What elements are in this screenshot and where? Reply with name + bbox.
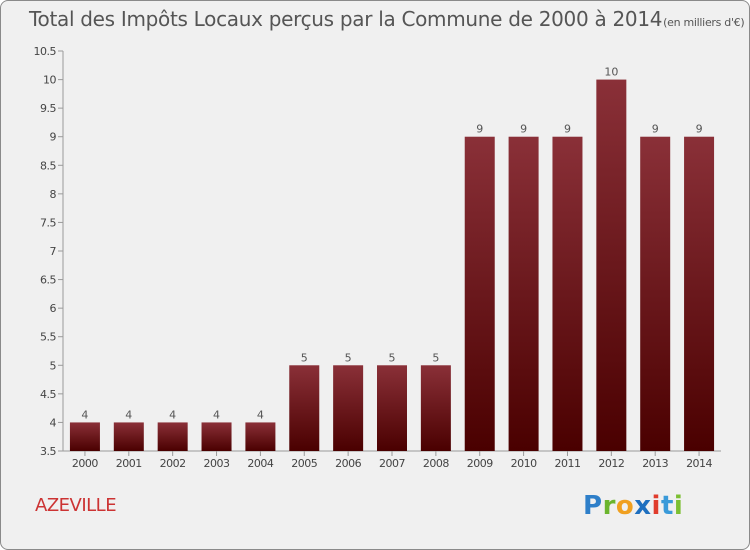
bar: [201, 422, 232, 451]
x-tick-label: 2013: [642, 457, 668, 470]
data-label: 5: [345, 351, 352, 364]
logo-letter: P: [583, 491, 603, 521]
x-tick-label: 2006: [335, 457, 361, 470]
y-tick-label: 9.5: [40, 102, 56, 115]
bar: [113, 422, 144, 451]
x-tick-label: 2004: [247, 457, 273, 470]
x-tick-label: 2012: [598, 457, 624, 470]
data-label: 5: [301, 351, 308, 364]
y-tick-label: 7: [50, 245, 57, 258]
x-tick-label: 2001: [116, 457, 142, 470]
x-tick-label: 2007: [379, 457, 405, 470]
commune-name: AZEVILLE: [35, 495, 117, 516]
x-tick-label: 2011: [554, 457, 580, 470]
chart-unit: (en milliers d'€): [663, 16, 745, 29]
data-label: 5: [432, 351, 439, 364]
data-label: 4: [125, 408, 132, 421]
data-label: 5: [389, 351, 396, 364]
y-tick-label: 6: [50, 302, 57, 315]
data-label: 4: [213, 408, 220, 421]
bar: [552, 136, 583, 451]
logo-letter: i: [673, 491, 684, 521]
x-tick-label: 2008: [423, 457, 449, 470]
x-tick-label: 2010: [511, 457, 537, 470]
logo-letter: r: [602, 491, 616, 521]
y-tick-label: 9: [50, 131, 57, 144]
y-tick-label: 10.5: [34, 45, 57, 58]
y-tick-label: 5.5: [40, 331, 56, 344]
data-label: 9: [520, 123, 527, 136]
bar: [245, 422, 276, 451]
data-label: 9: [696, 123, 703, 136]
logo-letter: i: [651, 491, 661, 521]
y-tick-label: 10: [43, 74, 56, 87]
bar: [684, 136, 715, 451]
data-label: 9: [652, 123, 659, 136]
y-tick-label: 5: [50, 359, 57, 372]
y-tick-label: 6.5: [40, 274, 56, 287]
y-tick-label: 8: [50, 188, 57, 201]
x-tick-label: 2000: [72, 457, 98, 470]
x-tick-label: 2014: [686, 457, 712, 470]
data-label: 10: [604, 66, 618, 79]
x-tick-label: 2009: [467, 457, 493, 470]
y-tick-label: 7.5: [40, 216, 56, 229]
bar: [640, 136, 671, 451]
x-tick-label: 2002: [160, 457, 186, 470]
y-tick-label: 3.5: [40, 445, 56, 458]
bar: [289, 365, 320, 451]
proxiti-logo: Proxiti: [583, 491, 683, 521]
y-tick-label: 4: [50, 416, 57, 429]
data-label: 9: [564, 123, 571, 136]
bar: [157, 422, 188, 451]
bar: [377, 365, 407, 451]
bar: [596, 79, 627, 452]
bar: [464, 136, 495, 451]
data-label: 4: [257, 408, 264, 421]
bar: [420, 365, 451, 451]
x-tick-label: 2005: [291, 457, 317, 470]
logo-letter: o: [615, 491, 635, 521]
data-label: 4: [169, 408, 176, 421]
chart-title: Total des Impôts Locaux perçus par la Co…: [29, 7, 745, 31]
data-label: 4: [81, 408, 88, 421]
data-label: 9: [476, 123, 483, 136]
y-tick-label: 4.5: [40, 388, 56, 401]
logo-letter: t: [660, 491, 674, 521]
bar: [508, 136, 539, 451]
bar: [69, 422, 100, 451]
chart-title-text: Total des Impôts Locaux perçus par la Co…: [29, 7, 663, 31]
y-tick-label: 8.5: [40, 159, 56, 172]
logo-letter: x: [634, 491, 652, 521]
x-tick-label: 2003: [204, 457, 230, 470]
bar: [333, 365, 364, 451]
